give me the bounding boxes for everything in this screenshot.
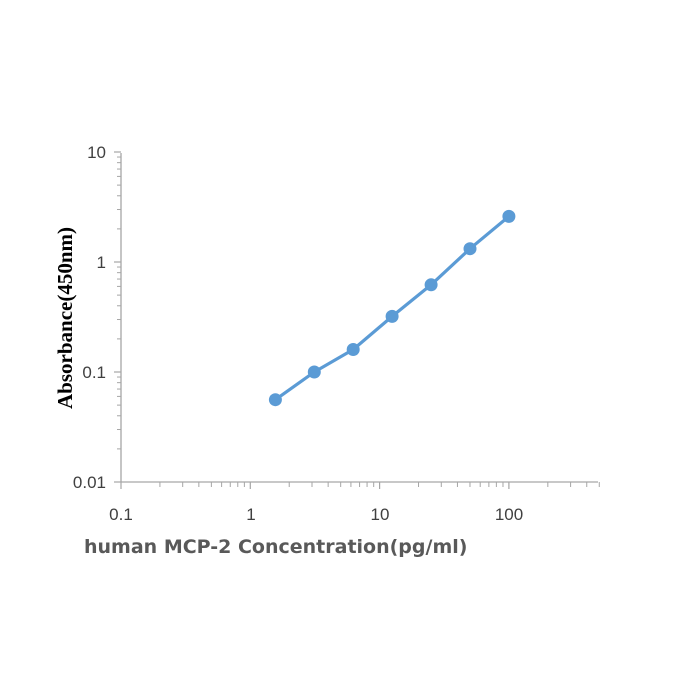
- axes: [114, 151, 600, 489]
- x-tick-label: 10: [371, 505, 390, 524]
- data-point: [424, 278, 438, 292]
- data-point: [463, 242, 477, 256]
- y-tick-label: 0.01: [73, 473, 106, 492]
- y-tick-label: 1: [97, 253, 106, 272]
- y-tick-label: 0.1: [82, 363, 106, 382]
- x-tick-labels: 0.1 1 10 100: [109, 505, 523, 524]
- data-point: [268, 393, 282, 407]
- series-layer: [268, 209, 516, 407]
- data-point: [502, 209, 516, 223]
- x-axis-title: human MCP-2 Concentration(pg/ml): [84, 536, 467, 558]
- y-axis-title: Absorbance(450nm): [53, 227, 77, 409]
- data-point: [385, 309, 399, 323]
- x-tick-label: 100: [495, 505, 523, 524]
- x-tick-label: 0.1: [109, 505, 133, 524]
- y-tick-label: 10: [87, 143, 106, 162]
- data-point: [307, 365, 321, 379]
- y-tick-labels: 10 1 0.1 0.01: [73, 143, 106, 492]
- data-point: [346, 343, 360, 356]
- x-tick-label: 1: [246, 505, 255, 524]
